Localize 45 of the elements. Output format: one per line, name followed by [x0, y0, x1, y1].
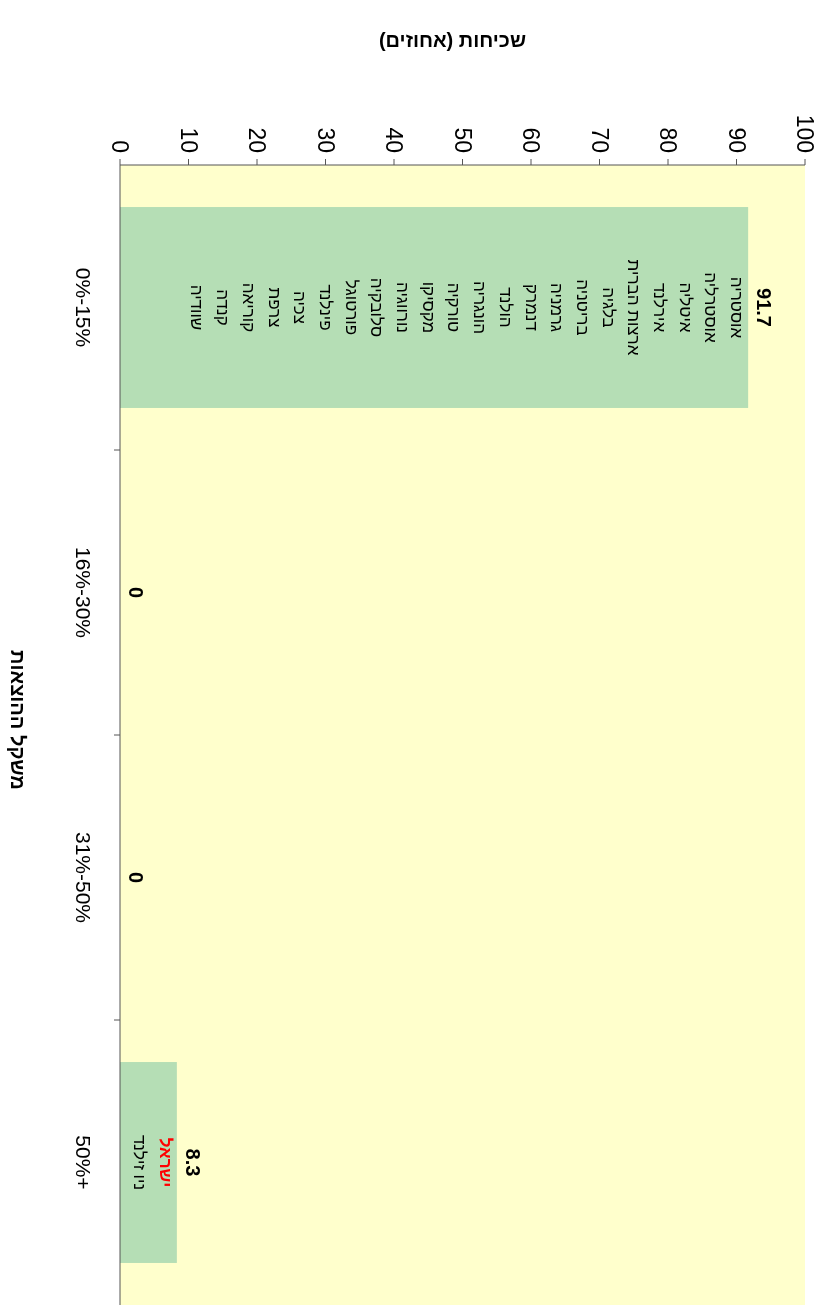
- annotation: הונגריה: [470, 281, 490, 334]
- y-tick-label: 16%-30%: [72, 546, 95, 639]
- x-tick-label: 100: [792, 114, 815, 153]
- y-axis-title: משקל ההוצאות: [7, 650, 29, 790]
- x-axis-title: שכיחות (אחוזים): [378, 29, 527, 51]
- annotation: בלגיה: [598, 287, 618, 328]
- annotation: גרמניה: [547, 283, 567, 332]
- data-label: 0: [125, 871, 147, 884]
- y-tick-label: 31%-50%: [72, 831, 95, 924]
- data-label: 8.3: [181, 1148, 204, 1177]
- y-tick-label: 50%+: [72, 1135, 95, 1190]
- annotation: צרפת: [264, 287, 284, 328]
- x-tick-label: 30: [312, 127, 339, 153]
- annotation: סלובקיה: [367, 277, 387, 338]
- x-tick-label: 90: [723, 127, 750, 153]
- annotation: ארצות הברית: [624, 259, 644, 356]
- annotation: בריטניה: [572, 279, 592, 336]
- x-tick-label: 80: [655, 127, 681, 153]
- annotation: אוסטריה: [727, 276, 747, 339]
- annotation: צכיה: [290, 290, 310, 325]
- annotation: הולנד: [495, 287, 515, 328]
- x-tick-label: 20: [244, 127, 270, 153]
- x-tick-label: 40: [381, 127, 407, 153]
- x-tick-label: 60: [518, 127, 544, 153]
- x-tick-label: 0: [107, 140, 133, 153]
- annotation: טורקיה: [444, 282, 464, 333]
- y-tick-label: 0%-15%: [72, 267, 95, 348]
- annotation: ניו זילנד: [130, 1134, 150, 1191]
- annotation: מקסיקו: [418, 281, 438, 334]
- annotation: נורווגיה: [393, 282, 413, 333]
- annotation: אוסטרליה: [701, 272, 721, 343]
- data-label: 0: [125, 586, 147, 599]
- annotation: שוודיה: [187, 284, 207, 331]
- x-tick-label: 10: [175, 127, 202, 153]
- annotation: איטליה: [675, 282, 695, 333]
- data-label: 91.7: [753, 288, 776, 327]
- x-tick-label: 50: [449, 127, 476, 153]
- annotation: קנדה: [213, 289, 233, 326]
- annotation: ישראל: [155, 1137, 175, 1188]
- annotation: אירלנד: [650, 282, 670, 333]
- annotation: פינלנד: [315, 284, 335, 331]
- annotation: קוריאה: [238, 282, 258, 333]
- annotation: פורטוגל: [341, 279, 361, 336]
- x-tick-label: 70: [586, 127, 613, 153]
- annotation: דנמרק: [521, 284, 541, 331]
